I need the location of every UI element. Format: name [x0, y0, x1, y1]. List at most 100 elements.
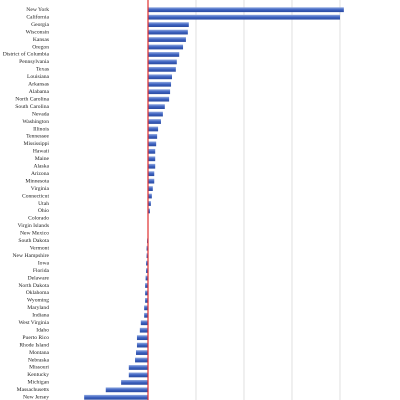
category-label: Idaho [36, 327, 49, 333]
bar [148, 111, 163, 117]
bar [135, 357, 148, 363]
bar [145, 298, 148, 303]
bar [148, 193, 152, 199]
bar [148, 59, 177, 65]
bar [144, 305, 148, 311]
category-label: Arkansas [28, 82, 49, 88]
category-label: Pennsylvania [19, 59, 49, 65]
category-label: Maine [35, 156, 50, 162]
category-label: Nebraska [28, 357, 50, 363]
category-label: Rhode Island [19, 342, 49, 348]
bar [139, 327, 148, 333]
bar [148, 89, 171, 95]
bar [146, 268, 148, 273]
bar [148, 163, 156, 169]
category-label: Wyoming [27, 298, 49, 304]
category-label: Montana [29, 350, 49, 356]
bar [146, 260, 148, 266]
category-label: Oklahoma [26, 290, 50, 296]
bar [136, 350, 148, 355]
category-label: Puerto Rico [22, 335, 49, 341]
bar [121, 379, 148, 385]
bar [148, 29, 188, 35]
category-label: Michigan [28, 380, 50, 386]
category-label: Tennessee [26, 134, 49, 140]
bar [148, 37, 186, 42]
bar [148, 208, 150, 214]
category-label: Connecticut [22, 193, 49, 199]
category-label: New York [26, 7, 49, 13]
bar [148, 81, 172, 87]
bar [148, 74, 172, 80]
bar [145, 283, 148, 288]
bar [146, 253, 148, 259]
category-label: District of Columbia [3, 51, 50, 58]
category-label: New Jersey [23, 395, 49, 400]
bar [148, 96, 170, 102]
category-label: Texas [36, 67, 49, 73]
bar [145, 275, 148, 281]
bar [148, 148, 156, 154]
category-label: Ohio [38, 208, 49, 214]
category-label: Minnesota [25, 178, 49, 184]
bar [148, 178, 155, 184]
category-label: South Carolina [15, 104, 49, 110]
category-label: Virginia [31, 186, 50, 192]
category-label: West Virginia [18, 320, 49, 326]
category-label: North Carolina [15, 96, 49, 102]
category-label: Kentucky [27, 372, 49, 378]
category-label: Wisconsin [26, 29, 50, 35]
category-label: Maryland [27, 305, 49, 311]
category-label: Virgin Islands [18, 223, 49, 229]
bar [145, 290, 148, 296]
category-label: Delaware [28, 275, 50, 281]
category-label: New Hampshire [12, 253, 49, 259]
bar [128, 372, 148, 378]
category-label: Arizona [31, 171, 50, 177]
category-label: Illinois [33, 126, 49, 132]
category-label: Mississippi [24, 141, 50, 147]
bar [148, 201, 151, 206]
category-label: Iowa [38, 260, 50, 266]
bar [136, 335, 148, 341]
bar [105, 387, 148, 393]
category-label: Vermont [30, 245, 50, 251]
category-label: North Dakota [18, 283, 49, 289]
bar [148, 126, 159, 132]
category-label: California [26, 13, 49, 20]
bar [148, 14, 340, 20]
bar [148, 22, 189, 28]
bar [148, 171, 155, 177]
category-label: Utah [38, 201, 49, 207]
category-label: Nevada [32, 111, 50, 117]
bar [148, 66, 176, 72]
bar [128, 365, 148, 370]
bar [140, 320, 148, 326]
category-label: Colorado [28, 216, 49, 222]
bar [148, 134, 158, 139]
category-label: Washington [22, 119, 49, 125]
bar [148, 52, 180, 57]
category-label: Hawaii [33, 149, 50, 155]
category-label: South Dakota [18, 238, 49, 244]
category-label: Kansas [33, 37, 49, 43]
category-label: Massachusetts [17, 387, 49, 393]
bar [146, 245, 148, 251]
category-label: Georgia [31, 22, 49, 28]
bar [148, 7, 344, 13]
category-label: Indiana [32, 313, 49, 319]
category-label: Florida [33, 268, 50, 274]
bar [148, 104, 165, 109]
bar [148, 44, 184, 50]
category-label: Alaska [33, 164, 49, 170]
bar [148, 186, 153, 191]
category-label: Oregon [32, 44, 49, 50]
bar [148, 156, 156, 162]
category-label: Alabama [29, 89, 50, 95]
category-label: Missouri [29, 365, 49, 371]
bar [144, 312, 148, 318]
bar [148, 119, 161, 124]
category-label: Louisiana [27, 74, 50, 80]
